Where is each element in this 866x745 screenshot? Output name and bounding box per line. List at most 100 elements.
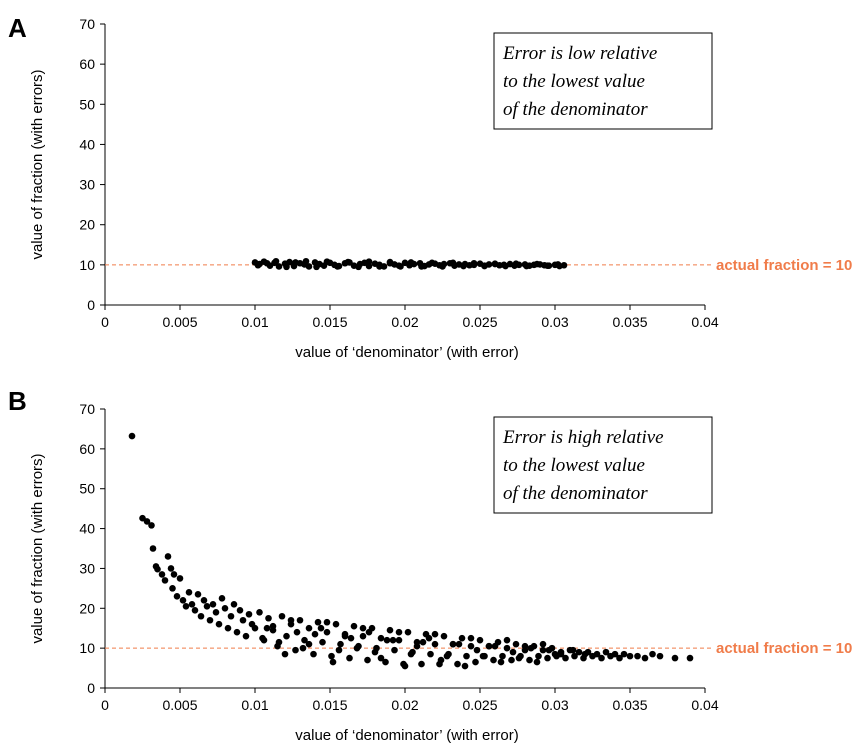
- annotation-box-b: Error is high relative to the lowest val…: [493, 416, 713, 514]
- y-tick-label: 50: [79, 96, 95, 112]
- data-point: [481, 262, 488, 270]
- scatter-plot-b: 0 10 20 30 40 50 60 70 0 0.005 0.01 0.015 0.02 0.025 0…: [29, 401, 852, 744]
- data-point: [209, 601, 217, 608]
- data-point: [305, 640, 313, 648]
- y-tick-label: 40: [79, 136, 95, 152]
- data-point: [439, 263, 446, 270]
- data-point: [407, 259, 415, 266]
- data-point: [509, 648, 517, 656]
- data-point: [512, 260, 520, 267]
- data-point: [533, 260, 541, 268]
- data-point: [221, 604, 229, 612]
- data-point: [386, 626, 394, 634]
- y-tick-label: 30: [79, 560, 95, 576]
- data-point: [470, 259, 478, 267]
- data-point: [377, 654, 385, 662]
- data-point: [425, 634, 433, 642]
- data-point: [521, 642, 529, 650]
- data-point: [283, 263, 290, 271]
- data-point: [401, 662, 409, 670]
- data-point: [335, 646, 343, 654]
- data-point: [575, 648, 583, 656]
- data-point: [236, 606, 244, 614]
- data-point: [476, 636, 484, 644]
- data-point: [431, 630, 439, 638]
- annotation-line: of the denominator: [503, 483, 648, 504]
- data-point: [128, 432, 136, 440]
- data-point: [263, 259, 271, 267]
- data-point: [569, 646, 577, 654]
- data-point: [527, 644, 535, 652]
- data-point: [275, 638, 283, 646]
- annotation-line: Error is high relative: [502, 427, 664, 448]
- data-point: [215, 620, 223, 628]
- data-point: [328, 652, 335, 660]
- x-tick-label: 0.005: [162, 697, 197, 713]
- x-axis-title: value of ‘denominator’ (with error): [295, 727, 518, 744]
- data-point: [305, 263, 313, 270]
- data-point: [545, 646, 553, 654]
- y-tick-label: 60: [79, 441, 95, 457]
- annotation-line: Error is low relative: [502, 43, 657, 64]
- data-point: [479, 652, 487, 660]
- annotation-line: to the lowest value: [503, 455, 645, 476]
- data-point: [329, 658, 337, 666]
- x-tick-label: 0.02: [391, 314, 418, 330]
- data-point: [176, 575, 184, 582]
- x-tick-label: 0.015: [312, 697, 347, 713]
- data-point: [443, 652, 451, 660]
- y-tick-label: 10: [79, 640, 95, 656]
- data-point: [413, 642, 421, 650]
- x-tick-label: 0.005: [162, 314, 197, 330]
- annotation-line: of the denominator: [503, 99, 648, 120]
- data-point: [301, 636, 308, 644]
- data-point: [359, 632, 367, 640]
- data-point: [485, 642, 493, 650]
- data-point: [227, 612, 235, 620]
- data-point: [557, 650, 565, 658]
- data-point: [611, 650, 619, 658]
- data-point: [460, 262, 467, 270]
- data-point: [431, 640, 439, 648]
- annotation-box-a: Error is low relative to the lowest valu…: [493, 32, 713, 130]
- y-tick-label: 20: [79, 217, 95, 233]
- x-tick-label: 0: [101, 314, 109, 330]
- data-point: [376, 263, 383, 270]
- data-point: [332, 620, 340, 628]
- data-point: [158, 571, 166, 578]
- data-point: [371, 648, 379, 656]
- data-point: [458, 634, 466, 642]
- data-point: [239, 616, 247, 624]
- data-point: [491, 642, 499, 650]
- x-tick-label: 0.03: [541, 697, 568, 713]
- data-point: [535, 652, 542, 660]
- data-point: [397, 263, 404, 270]
- data-point: [418, 660, 425, 668]
- data-point: [407, 650, 415, 658]
- data-point: [539, 646, 547, 654]
- panel-letter-a: A: [8, 13, 27, 43]
- data-point: [544, 654, 551, 662]
- y-tick-label: 0: [87, 297, 95, 313]
- data-point: [490, 656, 497, 664]
- data-point: [544, 262, 551, 269]
- data-point: [305, 624, 313, 632]
- data-point: [503, 644, 511, 652]
- data-point: [272, 257, 280, 265]
- data-point: [154, 565, 161, 573]
- data-point: [164, 553, 172, 560]
- data-point: [404, 628, 412, 636]
- data-point: [365, 628, 373, 636]
- data-point: [395, 636, 403, 644]
- data-point: [233, 628, 241, 636]
- data-point: [286, 258, 293, 266]
- data-point: [350, 622, 358, 630]
- data-point: [671, 654, 679, 662]
- data-point: [593, 650, 601, 658]
- data-point: [598, 654, 605, 662]
- x-tick-label: 0.01: [241, 697, 268, 713]
- data-point: [173, 593, 181, 600]
- data-point: [194, 591, 202, 598]
- data-point: [287, 616, 295, 624]
- y-axis-title: value of fraction (with errors): [29, 453, 46, 643]
